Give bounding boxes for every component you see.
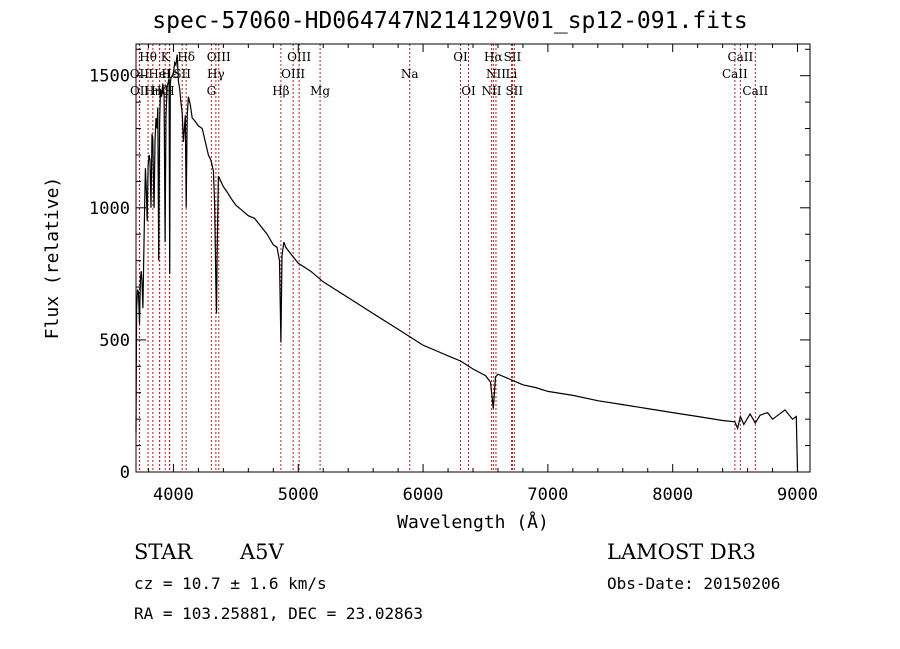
spectral-line-label: SII <box>504 50 522 64</box>
subclass-label: A5V <box>240 540 284 564</box>
spectral-line-label: Li <box>506 67 518 81</box>
x-tick-label: 5000 <box>278 485 319 505</box>
flux-series-line <box>135 54 799 473</box>
x-tick-label: 6000 <box>403 485 444 505</box>
axis-ticks-layer: 4000 5000 6000 7000 8000 9000 0 500 1000 1500 <box>89 44 818 505</box>
spectral-line-label: OI <box>461 84 476 98</box>
spectral-line-label: OI <box>453 50 468 64</box>
spectral-line-label: G <box>207 84 217 98</box>
x-tick-label: 4000 <box>153 485 194 505</box>
spectral-line-label: HeI <box>148 67 171 81</box>
spectral-line-label: OII <box>130 84 150 98</box>
plot-frame <box>135 43 811 473</box>
spectral-line-label: CaII <box>742 84 768 98</box>
x-tick-label: 9000 <box>777 485 818 505</box>
spectral-line-label: Hγ <box>207 67 225 81</box>
chart-title: spec-57060-HD064747N214129V01_sp12-091.f… <box>152 8 748 34</box>
spectral-line-label: Hθ <box>139 50 157 64</box>
survey-label: LAMOST DR3 <box>607 540 756 564</box>
spectral-line-label: OII <box>130 67 150 81</box>
class-label: STAR <box>134 540 193 564</box>
spectral-line-label: NII <box>481 84 501 98</box>
spectral-line-label: Na <box>401 67 419 81</box>
y-axis-title: Flux (relative) <box>42 177 63 340</box>
spectral-line-label: CaII <box>727 50 753 64</box>
spectral-line-label: CaII <box>722 67 748 81</box>
spectral-line-label: OIII <box>287 50 311 64</box>
y-tick-label: 1500 <box>89 67 130 87</box>
y-tick-label: 0 <box>120 463 130 483</box>
spectral-line-label: K <box>161 50 171 64</box>
obs-date-label: Obs-Date: 20150206 <box>607 574 781 593</box>
x-tick-label: 8000 <box>652 485 693 505</box>
spectral-line-label: Hα <box>484 50 503 64</box>
spectral-line-label: Hη <box>144 84 162 98</box>
spectral-line-label: NII <box>486 67 506 81</box>
spectral-line-label: Hβ <box>272 84 289 98</box>
spectral-line-label: SII <box>173 67 191 81</box>
coordinates-label: RA = 103.25881, DEC = 23.02863 <box>134 604 423 623</box>
spectral-line-label: OIII <box>207 50 231 64</box>
spectral-lines-layer <box>138 44 756 472</box>
spectral-line-label: OIII <box>281 67 305 81</box>
y-tick-label: 500 <box>99 331 130 351</box>
spectral-line-label: SII <box>505 84 523 98</box>
y-tick-label: 1000 <box>89 199 130 219</box>
spectral-line-label: Mg <box>310 84 330 98</box>
spectral-line-label: Hδ <box>177 50 195 64</box>
redshift-label: cz = 10.7 ± 1.6 km/s <box>134 574 327 593</box>
x-axis-title: Wavelength (Å) <box>397 511 549 533</box>
x-tick-label: 7000 <box>527 485 568 505</box>
